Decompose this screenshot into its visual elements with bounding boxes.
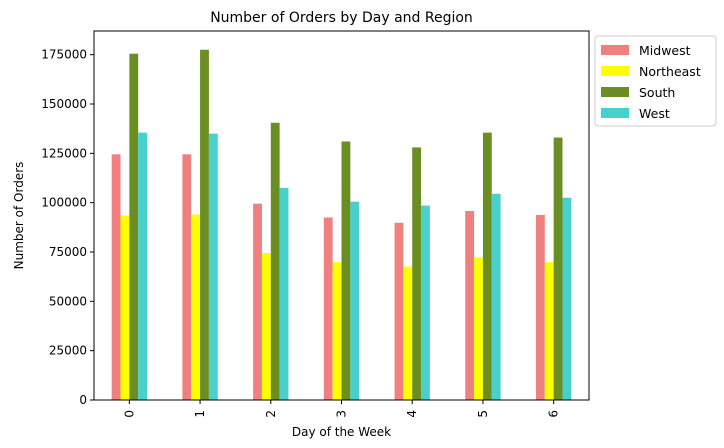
bar-west-day-5	[491, 193, 501, 400]
x-axis-title: Day of the Week	[292, 425, 391, 439]
bar-south-day-4	[412, 147, 422, 400]
bar-northeast-day-2	[261, 252, 271, 400]
chart-title: Number of Orders by Day and Region	[210, 10, 473, 26]
bar-northeast-day-1	[191, 214, 201, 400]
y-axis: 0 25000 50000 75000 100000 125000 150000 175000	[41, 48, 94, 407]
bar-midwest-day-0	[111, 154, 121, 400]
x-axis: 0 1 2 3 4 5 6	[122, 400, 561, 418]
legend-swatch-northeast	[601, 66, 629, 76]
legend-label-northeast: Northeast	[639, 64, 701, 79]
bar-south-day-6	[553, 137, 563, 400]
x-tick-label: 0	[122, 410, 136, 418]
legend-label-west: West	[639, 106, 670, 121]
y-tick-label: 0	[79, 393, 87, 407]
y-tick-label: 50000	[49, 294, 87, 308]
bar-west-day-6	[562, 197, 572, 400]
legend-swatch-midwest	[601, 45, 629, 55]
y-tick-label: 150000	[41, 97, 87, 111]
bar-northeast-day-6	[544, 262, 554, 400]
bar-midwest-day-6	[535, 214, 545, 400]
y-tick-label: 25000	[49, 344, 87, 358]
bar-south-day-5	[482, 132, 492, 401]
bar-south-day-1	[200, 49, 209, 400]
y-axis-title: Number of Orders	[12, 162, 26, 270]
bar-midwest-day-2	[253, 203, 262, 400]
bar-northeast-day-3	[332, 262, 342, 400]
bar-south-day-3	[341, 141, 351, 400]
y-tick-label: 125000	[41, 146, 87, 160]
bar-midwest-day-4	[394, 222, 404, 400]
bar-northeast-day-5	[474, 257, 483, 400]
bar-midwest-day-3	[323, 217, 333, 400]
bar-west-day-3	[350, 201, 360, 400]
legend-swatch-west	[601, 108, 629, 118]
x-tick-label: 2	[264, 410, 278, 418]
legend-box	[594, 35, 717, 127]
y-tick-label: 100000	[41, 196, 87, 210]
x-tick-label: 4	[405, 410, 419, 418]
x-tick-label: 3	[335, 410, 349, 418]
bar-midwest-day-1	[182, 154, 192, 400]
bar-northeast-day-0	[120, 215, 130, 400]
legend-label-south: South	[639, 85, 675, 100]
legend-label-midwest: Midwest	[639, 43, 691, 58]
bar-south-day-2	[270, 122, 280, 400]
legend: Midwest Northeast South West	[594, 35, 717, 127]
bar-south-day-0	[129, 53, 139, 401]
bar-west-day-0	[138, 132, 148, 401]
x-tick-label: 1	[193, 410, 207, 418]
bar-west-day-1	[208, 133, 218, 400]
y-tick-label: 75000	[49, 245, 87, 259]
bar-midwest-day-5	[465, 210, 475, 400]
bar-west-day-4	[421, 205, 430, 400]
bars-layer	[111, 49, 572, 401]
y-tick-label: 175000	[41, 48, 87, 62]
bar-northeast-day-4	[403, 266, 413, 400]
legend-swatch-south	[601, 87, 629, 97]
x-tick-label: 6	[547, 410, 561, 418]
x-tick-label: 5	[476, 410, 490, 418]
bar-west-day-2	[279, 187, 289, 400]
